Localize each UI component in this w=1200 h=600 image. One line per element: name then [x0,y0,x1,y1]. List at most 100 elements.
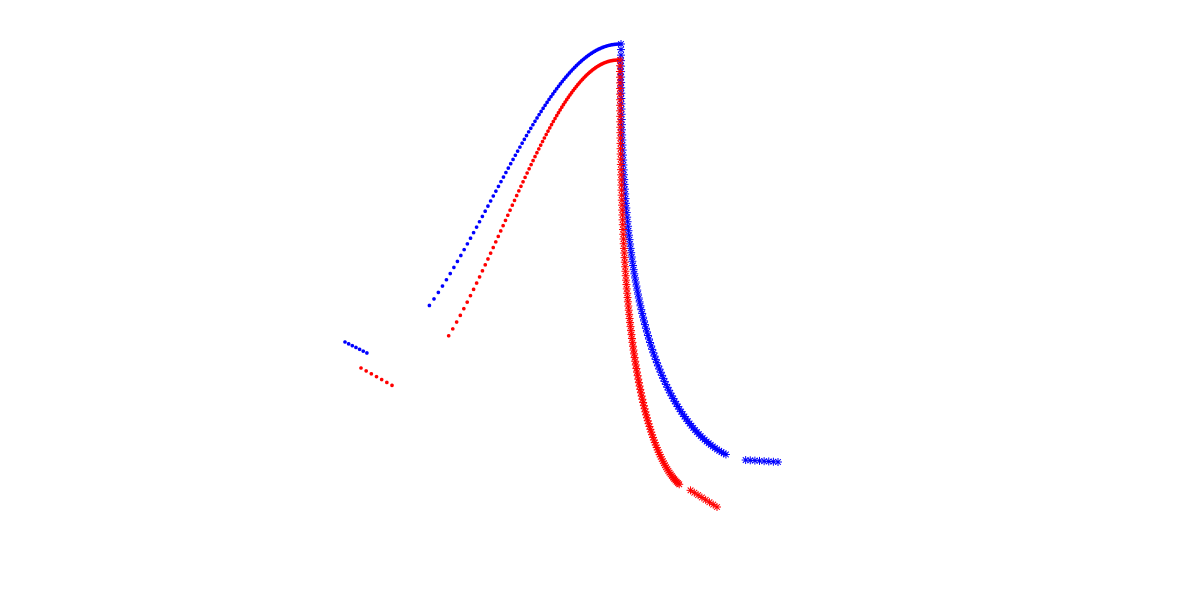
series-1-point-86 [450,327,455,331]
series-1-point-63 [514,193,519,198]
series-2-point-54 [635,297,644,306]
series-3-point-119 [713,503,721,511]
series-1-point-41 [556,110,561,115]
series-1-point-68 [503,218,508,223]
series-0-point-81 [452,265,456,270]
series-3-point-16 [616,144,625,153]
series-0-point-74 [474,225,479,229]
series-1-point-70 [498,229,503,233]
series-1-point-89 [385,380,389,385]
series-0-point-62 [506,166,511,170]
series-1-point-69 [501,223,505,228]
series-1-point-79 [474,281,479,285]
series-3-point-20 [616,165,625,174]
series-1-point-90 [379,377,384,382]
series-3-point-88 [649,436,658,445]
series-0-point-47 [539,109,543,114]
series-1-point-87 [446,334,451,338]
series-0-point-67 [494,189,498,193]
series-1-point-51 [538,143,543,147]
series-0-point-40 [552,89,557,94]
series-0-point-42 [549,94,553,99]
series-0-point-50 [533,119,537,124]
series-0-point-55 [522,137,527,142]
series-0-point-76 [468,236,473,241]
series-2-point-69 [650,352,659,361]
series-1-point-50 [540,139,545,144]
series-0-point-87 [427,303,432,308]
series-1-point-83 [462,306,466,311]
series-2-point-43 [627,252,636,261]
series-0-point-84 [440,284,445,288]
series-0-point-49 [535,116,539,120]
series-0-point-75 [471,230,476,235]
series-0-point-77 [465,242,470,246]
series-3-point-23 [617,181,626,190]
series-3-point-42 [621,271,630,280]
series-0-point-91 [354,345,358,350]
series-0-point-88 [365,351,369,355]
series-0-point-65 [499,179,503,184]
series-1-point-77 [480,269,485,273]
series-0-point-69 [488,199,493,203]
series-0-point-89 [361,349,366,353]
series-3-point-9 [616,106,625,115]
series-2-point-45 [629,261,638,270]
series-0-point-58 [515,149,520,153]
series-0-point-39 [554,86,559,91]
series-1-point-94 [359,366,363,370]
series-1-point-67 [505,213,510,218]
series-0-point-71 [483,209,487,214]
series-1-point-93 [364,369,368,373]
series-1-point-43 [553,116,557,121]
series-1-point-88 [390,383,394,388]
series-0-point-90 [357,347,362,352]
series-0-point-66 [496,184,501,189]
series-0-point-61 [508,161,513,166]
series-2-point-62 [642,327,651,336]
series-0-point-92 [350,343,355,348]
series-1-point-85 [454,320,459,324]
series-0-point-60 [511,157,515,162]
series-0-point-56 [520,141,524,145]
series-3-point-5 [616,84,625,93]
series-1-point-78 [477,275,482,279]
series-1-point-82 [465,300,470,304]
series-1-point-60 [521,179,525,184]
series-0 [343,42,623,355]
series-2-point-119 [774,458,782,466]
series-1-point-81 [468,293,473,298]
series-3-point-72 [636,388,645,397]
series-1-point-65 [510,203,515,208]
series-0-point-63 [504,170,508,175]
series-1-point-58 [525,171,529,175]
series-0-point-38 [556,84,561,89]
series-1-point-64 [512,198,517,203]
series-1-point-53 [535,150,539,155]
series-1-point-92 [369,371,374,376]
series-3-point-11 [616,117,625,126]
series-1-point-48 [544,132,548,137]
series-1-point-40 [558,108,562,112]
series-0-point-85 [436,290,441,295]
series-0-point-93 [346,342,351,346]
series-2-point-44 [628,257,637,266]
series-0-point-82 [448,271,453,276]
series-1-point-61 [519,184,523,189]
series-1-point-74 [488,251,493,255]
series-3-point-4 [616,78,625,87]
series-1-point-59 [523,175,527,180]
series-0-point-68 [491,194,496,198]
series-0-point-64 [501,175,506,179]
series-2-point-47 [630,269,639,278]
series-0-point-80 [455,259,460,264]
series-0-point-78 [462,247,466,252]
series-0-point-53 [526,130,531,134]
series-0-point-72 [480,214,485,219]
series-0-point-73 [477,219,482,224]
series-1-point-45 [549,122,554,127]
series-2-point-40 [626,240,635,249]
series-0-point-48 [537,112,541,117]
series-0-point-43 [547,97,551,102]
